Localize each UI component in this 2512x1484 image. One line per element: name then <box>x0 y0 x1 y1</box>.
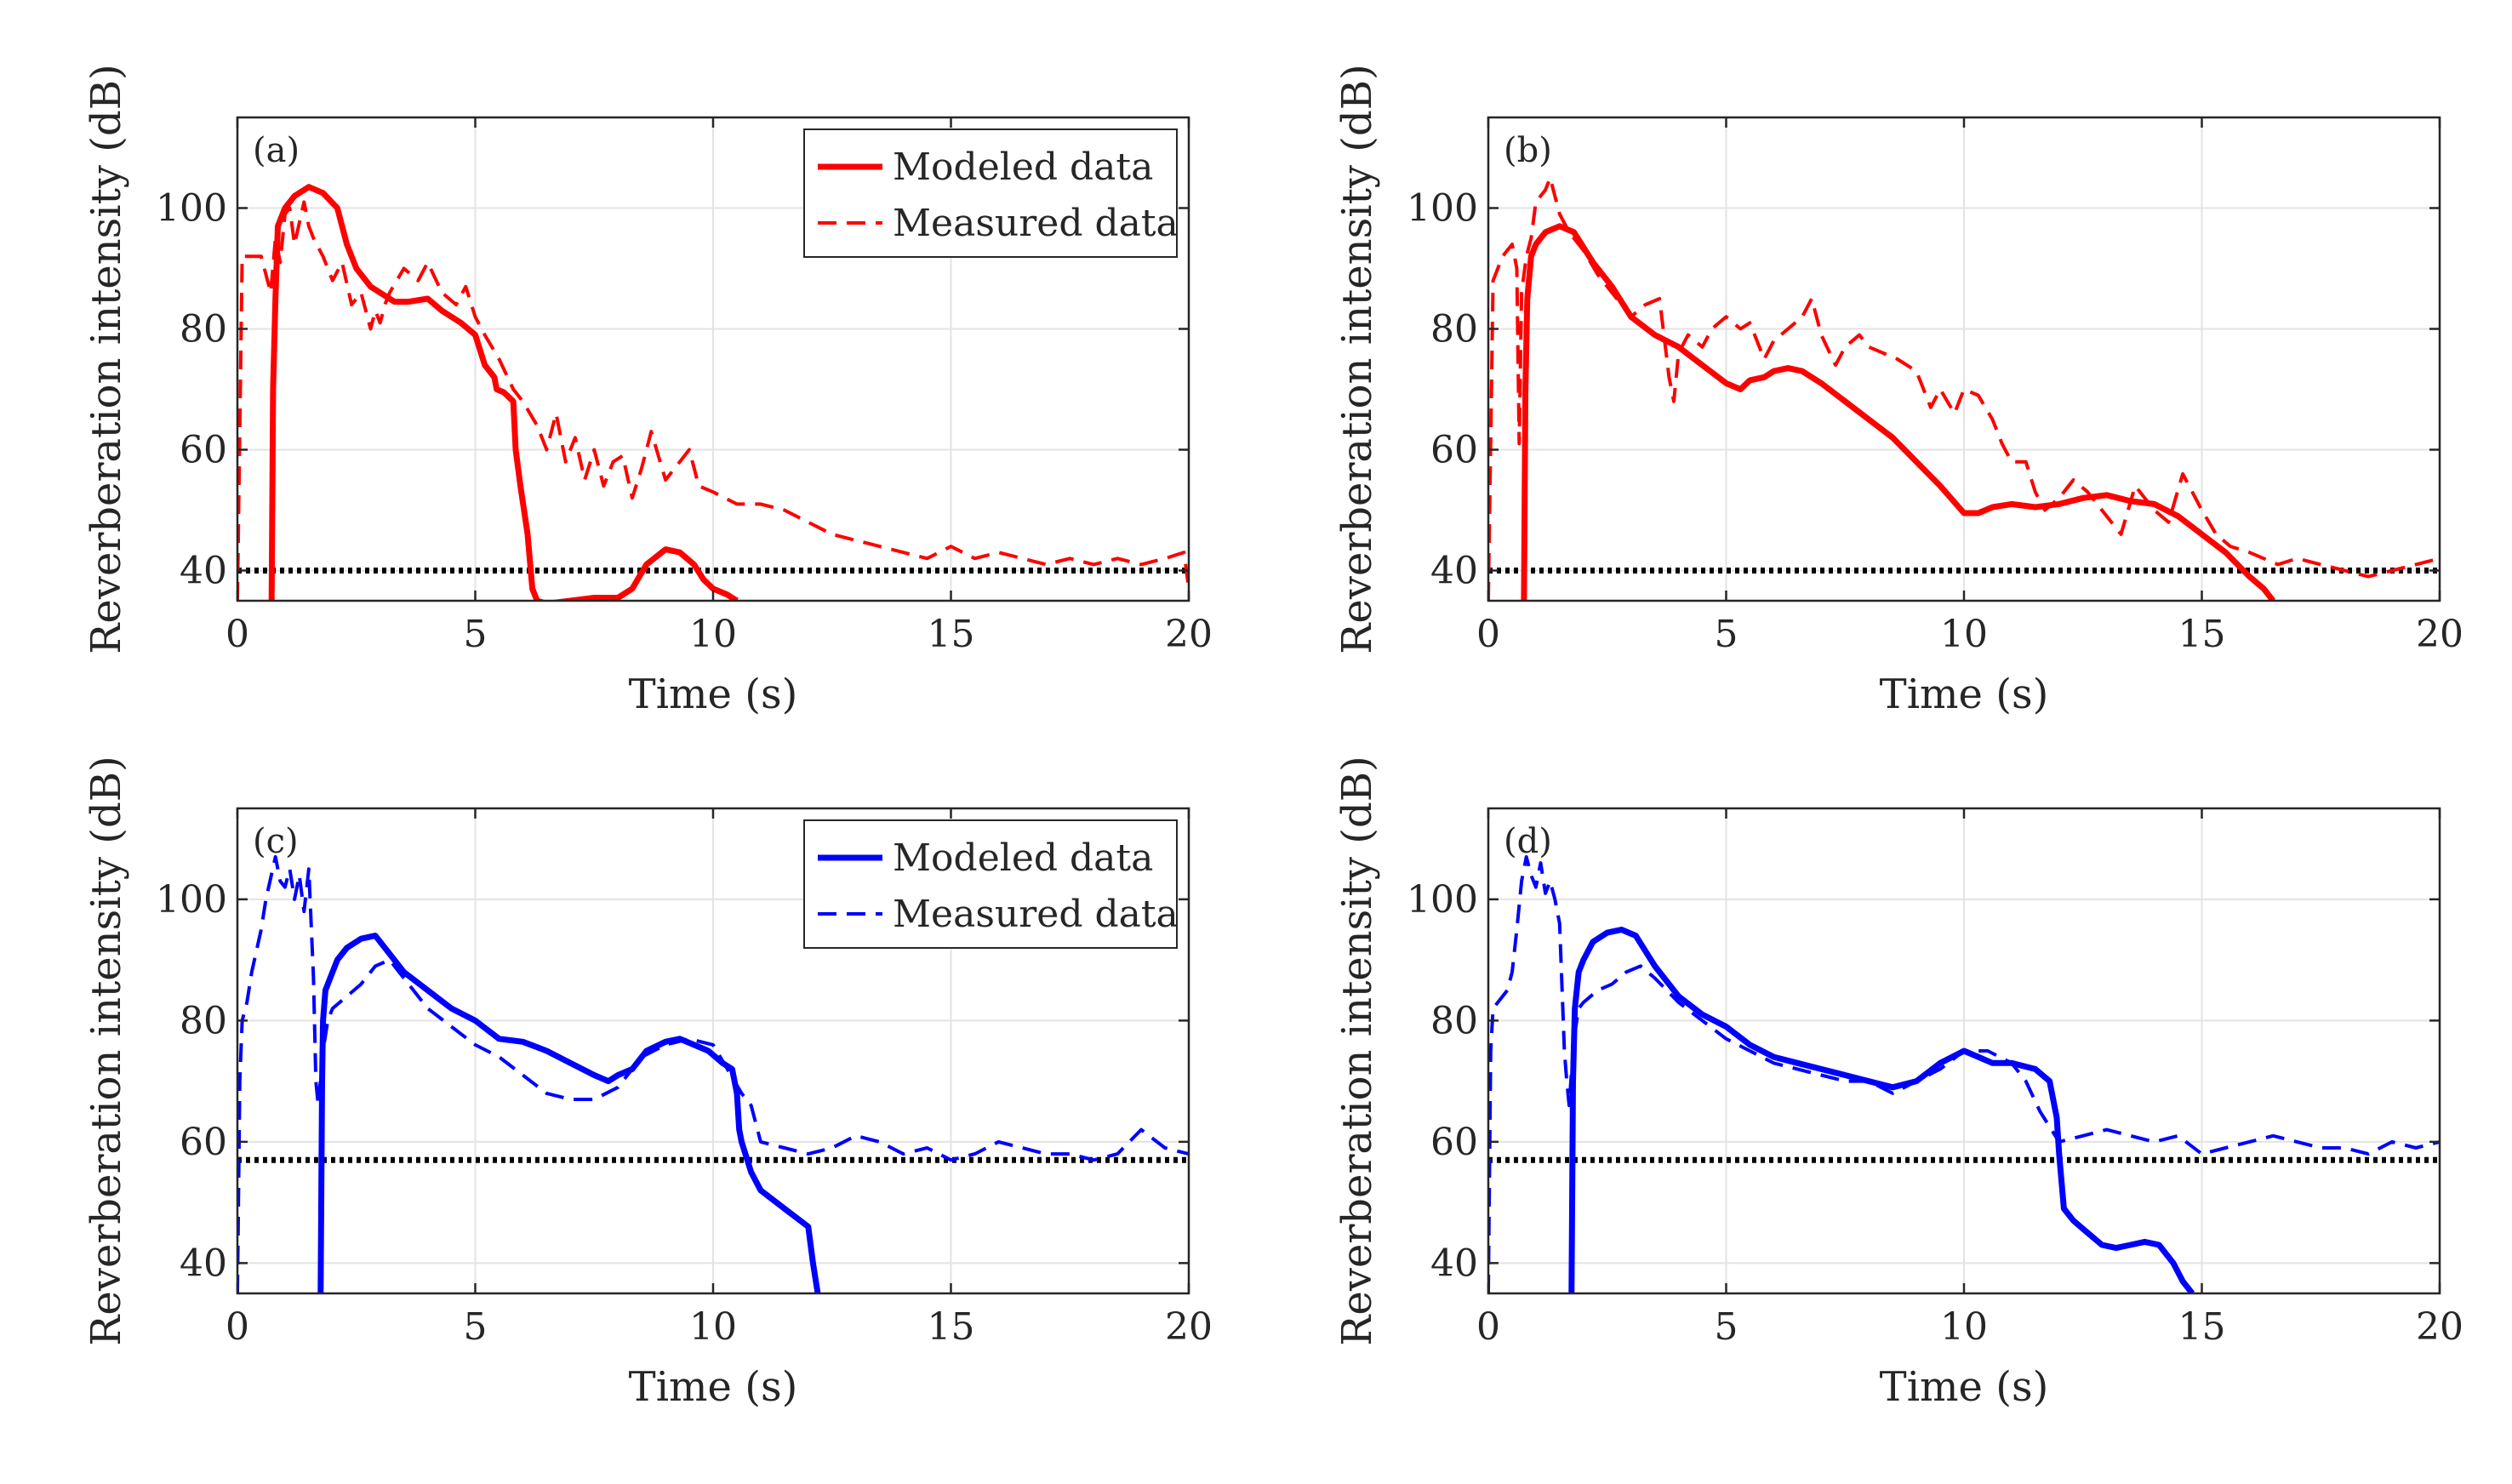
x-tick-label: 10 <box>1940 613 1988 656</box>
measured-data-line <box>237 200 1189 601</box>
y-axis-label: Reverberation intensity (dB) <box>83 756 130 1345</box>
legend: Modeled data Measured data <box>803 128 1179 258</box>
y-axis-label: Reverberation intensity (dB) <box>83 64 130 654</box>
legend-entry: Modeled data <box>893 146 1153 189</box>
x-tick-label: 0 <box>226 1305 249 1349</box>
x-tick-label: 15 <box>928 1305 975 1349</box>
y-axis-label: Reverberation intensity (dB) <box>1333 756 1381 1345</box>
x-tick-label: 0 <box>1476 1305 1500 1349</box>
y-tick-label: 100 <box>156 187 227 231</box>
chart-panel-a: 0 5 10 15 20 40 60 80 100 Time (s) Reverberation i… <box>83 64 1213 718</box>
y-tick-label: 60 <box>1430 429 1478 472</box>
y-axis-label: Reverberation intensity (dB) <box>1333 64 1381 654</box>
y-tick-label: 40 <box>1430 1241 1478 1285</box>
x-tick-label: 0 <box>1476 613 1500 656</box>
y-tick-label: 80 <box>180 308 227 351</box>
x-tick-label: 0 <box>226 613 249 656</box>
y-tick-label: 60 <box>180 429 227 472</box>
x-tick-label: 5 <box>464 613 488 656</box>
legend-entry: Measured data <box>893 893 1179 936</box>
legend-box <box>803 128 1178 258</box>
panel-label: (b) <box>1504 131 1552 170</box>
x-tick-label: 15 <box>928 613 975 656</box>
x-tick-label: 15 <box>2178 613 2226 656</box>
modeled-data-line <box>317 933 821 1293</box>
x-tick-label: 20 <box>1165 613 1213 656</box>
y-tick-label: 40 <box>180 1241 227 1285</box>
measured-data-line <box>1488 176 2440 601</box>
chart-panel-c: 0 5 10 15 20 40 60 80 100 Time (s) Reverberation i… <box>83 756 1213 1411</box>
panel-label: (d) <box>1504 822 1552 861</box>
x-tick-label: 15 <box>2178 1305 2226 1349</box>
measured-data-line <box>237 855 1189 1293</box>
y-tick-label: 60 <box>1430 1121 1478 1164</box>
chart-panel-b: 0 5 10 15 20 40 60 80 100 Time (s) Reverberation i… <box>1333 64 2463 718</box>
legend: Modeled data Measured data <box>803 819 1179 949</box>
x-axis-label: Time (s) <box>629 1363 798 1411</box>
y-tick-label: 100 <box>156 878 227 922</box>
legend-entry: Measured data <box>893 202 1179 245</box>
x-tick-label: 20 <box>1165 1305 1213 1349</box>
x-tick-label: 5 <box>1715 1305 1738 1349</box>
x-tick-label: 10 <box>689 1305 737 1349</box>
x-tick-label: 10 <box>1940 1305 1988 1349</box>
y-tick-label: 40 <box>1430 550 1478 593</box>
panel-label: (c) <box>253 822 299 861</box>
modeled-data-line <box>268 184 739 601</box>
legend-entry: Modeled data <box>893 836 1153 880</box>
x-axis-label: Time (s) <box>629 671 798 718</box>
x-tick-label: 20 <box>2416 1305 2463 1349</box>
chart-panel-d: 0 5 10 15 20 40 60 80 100 Time (s) Reverberation i… <box>1333 756 2463 1411</box>
x-tick-label: 5 <box>464 1305 488 1349</box>
x-tick-label: 10 <box>689 613 737 656</box>
y-tick-label: 60 <box>180 1121 227 1164</box>
y-tick-label: 80 <box>180 999 227 1042</box>
measured-data-line <box>1488 855 2440 1293</box>
panel-label: (a) <box>253 131 300 170</box>
x-axis-label: Time (s) <box>1880 671 2049 718</box>
x-tick-label: 20 <box>2416 613 2463 656</box>
x-tick-label: 5 <box>1715 613 1738 656</box>
y-tick-label: 80 <box>1430 999 1478 1042</box>
y-tick-label: 40 <box>180 550 227 593</box>
x-axis-label: Time (s) <box>1880 1363 2049 1411</box>
legend-box <box>803 819 1178 949</box>
y-tick-label: 100 <box>1407 878 1478 922</box>
y-tick-label: 80 <box>1430 308 1478 351</box>
y-tick-label: 100 <box>1407 187 1478 231</box>
